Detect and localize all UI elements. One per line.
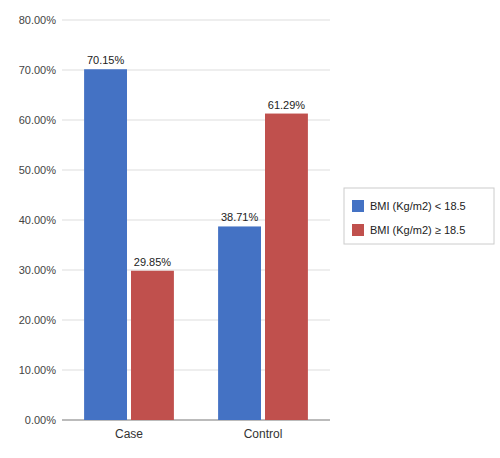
x-tick-label: Control xyxy=(244,427,283,441)
data-label: 29.85% xyxy=(134,256,172,268)
y-tick-label: 0.00% xyxy=(25,414,56,426)
legend-box xyxy=(344,188,494,244)
y-tick-label: 10.00% xyxy=(19,364,57,376)
y-tick-label: 40.00% xyxy=(19,214,57,226)
legend-swatch xyxy=(352,224,364,236)
chart: 0.00% 10.00% 20.00% 30.00% 40.00% 50.00% 60.00… xyxy=(0,0,500,458)
y-tick-label: 50.00% xyxy=(19,164,57,176)
y-tick-label: 70.00% xyxy=(19,64,57,76)
x-axis: Case Control xyxy=(115,427,282,441)
y-axis: 0.00% 10.00% 20.00% 30.00% 40.00% 50.00% 60.00… xyxy=(19,14,57,426)
y-tick-label: 20.00% xyxy=(19,314,57,326)
grid-line xyxy=(62,20,330,21)
legend-swatch xyxy=(352,200,364,212)
legend: BMI (Kg/m2) < 18.5 BMI (Kg/m2) ≥ 18.5 xyxy=(344,188,494,244)
y-tick-label: 30.00% xyxy=(19,264,57,276)
data-label: 70.15% xyxy=(87,54,125,66)
legend-label: BMI (Kg/m2) < 18.5 xyxy=(370,200,466,212)
bar xyxy=(84,69,127,420)
y-tick-label: 80.00% xyxy=(19,14,57,26)
x-tick-label: Case xyxy=(115,427,143,441)
bar xyxy=(218,226,261,420)
bar xyxy=(265,114,308,420)
grid xyxy=(62,20,330,420)
bar xyxy=(131,271,174,420)
legend-label: BMI (Kg/m2) ≥ 18.5 xyxy=(370,224,465,236)
y-tick-label: 60.00% xyxy=(19,114,57,126)
bars xyxy=(84,69,308,420)
data-label: 61.29% xyxy=(268,99,306,111)
data-label: 38.71% xyxy=(221,211,259,223)
data-labels: 70.15% 38.71% 29.85% 61.29% xyxy=(87,54,305,268)
